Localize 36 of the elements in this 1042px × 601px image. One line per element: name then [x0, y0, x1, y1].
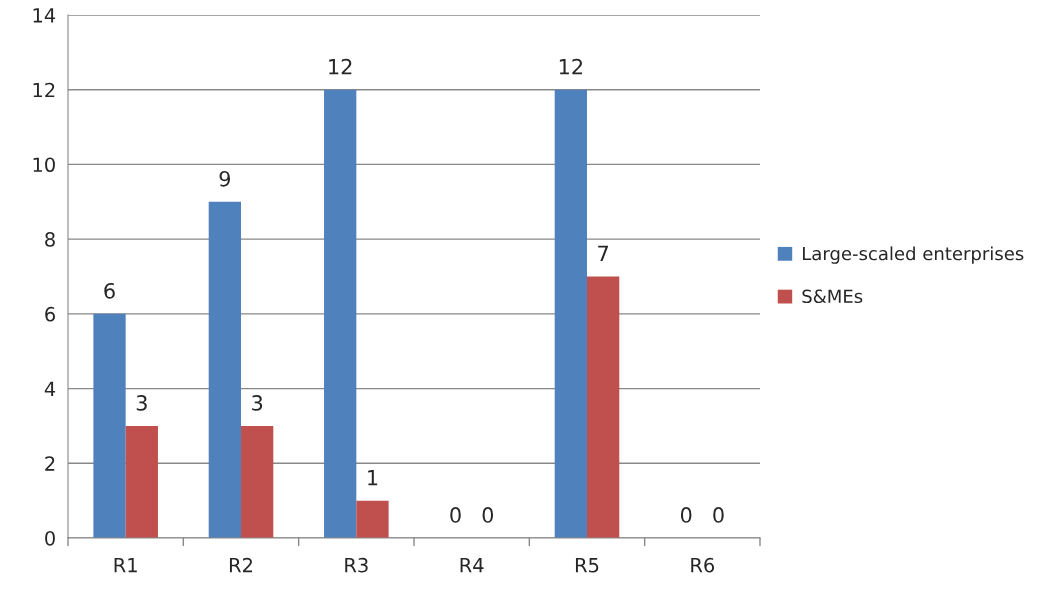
- bar: [554, 89, 587, 538]
- bar: [356, 500, 389, 538]
- y-tick-label: 6: [45, 306, 55, 322]
- bar: [324, 89, 357, 538]
- y-tick-label: 0: [45, 530, 55, 546]
- y-tick-label: 8: [45, 232, 55, 247]
- data-label: 3: [252, 395, 263, 411]
- x-tick-label: R2: [229, 557, 252, 573]
- data-label: 9: [219, 170, 231, 187]
- y-tick-label: 2: [45, 456, 55, 471]
- data-label: 0: [482, 507, 494, 523]
- data-label: 7: [598, 245, 608, 262]
- y-tick-label: 10: [33, 157, 55, 173]
- data-label: 1: [368, 470, 378, 486]
- data-label: 0: [450, 507, 461, 523]
- x-tick-label: R3: [345, 557, 368, 573]
- bar: [125, 425, 158, 538]
- bar: [208, 201, 241, 538]
- bar: [93, 313, 126, 538]
- y-tick-label: 14: [33, 8, 56, 23]
- data-label: 12: [329, 58, 352, 75]
- x-tick-label: R1: [114, 558, 137, 573]
- data-label: 0: [680, 507, 692, 523]
- data-label: 12: [559, 58, 583, 75]
- y-tick-label: 4: [44, 381, 56, 396]
- bar: [587, 276, 620, 538]
- data-label: 6: [104, 282, 115, 299]
- data-label: 3: [136, 395, 147, 411]
- legend-label: S&MEs: [802, 289, 863, 304]
- bar: [241, 425, 274, 538]
- x-tick-label: R4: [460, 558, 484, 573]
- x-tick-label: R5: [575, 558, 599, 573]
- data-label: 0: [713, 507, 724, 523]
- legend-label: Large-scaled enterprises: [803, 246, 1024, 264]
- y-tick-label: 12: [33, 82, 55, 98]
- x-tick-label: R6: [691, 557, 715, 573]
